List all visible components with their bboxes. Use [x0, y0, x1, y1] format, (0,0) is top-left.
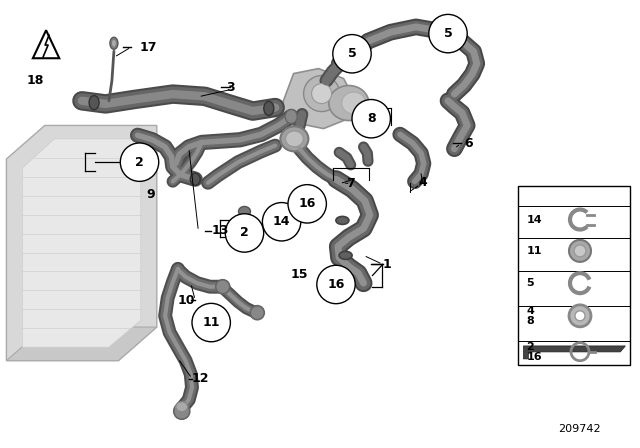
Text: 2: 2: [135, 155, 144, 169]
Ellipse shape: [329, 86, 369, 121]
Text: 18: 18: [26, 74, 44, 87]
Ellipse shape: [569, 305, 591, 327]
Text: 14: 14: [527, 215, 542, 224]
Polygon shape: [6, 125, 157, 361]
Circle shape: [174, 403, 189, 419]
Ellipse shape: [339, 251, 352, 259]
Polygon shape: [278, 69, 351, 129]
Text: 3: 3: [226, 81, 235, 94]
Text: 12: 12: [192, 372, 209, 385]
Text: 17: 17: [140, 40, 157, 54]
Text: 16: 16: [327, 278, 345, 291]
Polygon shape: [22, 139, 141, 347]
Circle shape: [429, 14, 467, 53]
Circle shape: [317, 265, 355, 304]
Text: 2
16: 2 16: [527, 342, 542, 362]
Ellipse shape: [285, 131, 303, 147]
Ellipse shape: [336, 216, 349, 224]
Circle shape: [352, 99, 390, 138]
Ellipse shape: [190, 173, 200, 185]
Text: 16: 16: [298, 197, 316, 211]
Text: 13: 13: [211, 224, 228, 237]
Polygon shape: [6, 327, 157, 361]
Ellipse shape: [111, 39, 116, 47]
Ellipse shape: [575, 311, 585, 321]
Ellipse shape: [342, 92, 366, 114]
Circle shape: [288, 185, 326, 223]
Circle shape: [262, 202, 301, 241]
Text: 2: 2: [240, 226, 249, 240]
Text: 11: 11: [527, 246, 542, 256]
Text: 5: 5: [348, 47, 356, 60]
Text: 209742: 209742: [558, 424, 600, 434]
Text: 6: 6: [464, 137, 472, 150]
Ellipse shape: [176, 402, 188, 412]
Text: 5: 5: [527, 278, 534, 288]
Circle shape: [303, 76, 340, 112]
Polygon shape: [33, 30, 60, 58]
Ellipse shape: [285, 109, 297, 124]
Ellipse shape: [280, 126, 308, 151]
Ellipse shape: [569, 240, 591, 262]
FancyBboxPatch shape: [518, 186, 630, 365]
Text: 4: 4: [418, 176, 427, 190]
Text: 10: 10: [178, 293, 195, 307]
Text: 15: 15: [291, 267, 308, 281]
Circle shape: [120, 143, 159, 181]
Text: 14: 14: [273, 215, 291, 228]
Circle shape: [216, 280, 230, 294]
Text: 1: 1: [383, 258, 392, 271]
Polygon shape: [524, 346, 625, 359]
Text: 8: 8: [367, 112, 376, 125]
Circle shape: [250, 306, 264, 320]
Text: 7: 7: [346, 177, 355, 190]
Circle shape: [333, 34, 371, 73]
Ellipse shape: [239, 207, 250, 216]
Text: 4
8: 4 8: [527, 306, 534, 326]
Circle shape: [312, 84, 332, 103]
Circle shape: [192, 303, 230, 342]
Ellipse shape: [89, 95, 99, 110]
Text: 11: 11: [202, 316, 220, 329]
Circle shape: [225, 214, 264, 252]
Ellipse shape: [574, 245, 586, 257]
Text: 5: 5: [444, 27, 452, 40]
Ellipse shape: [264, 101, 274, 116]
Text: 9: 9: [146, 188, 155, 202]
Ellipse shape: [110, 37, 118, 49]
